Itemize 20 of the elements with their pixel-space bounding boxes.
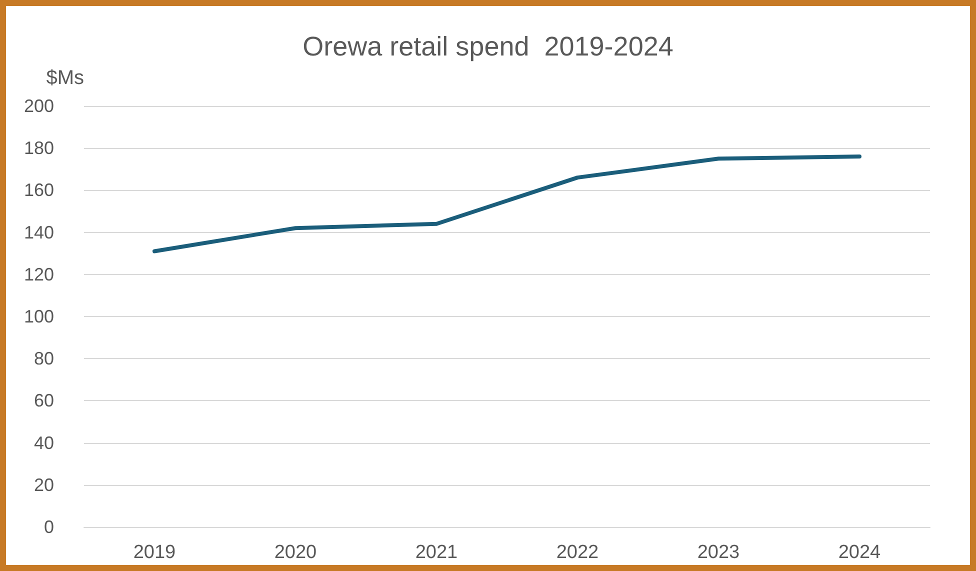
x-tick-label: 2023 [697,542,740,563]
x-tick-label: 2024 [838,542,882,563]
y-axis-title: $Ms [46,67,84,89]
y-tick-label: 200 [24,96,54,116]
y-tick-label: 120 [24,264,54,284]
y-tick-label: 40 [34,432,54,453]
y-tick-label: 20 [34,474,54,495]
y-tick-label: 140 [24,222,54,242]
x-tick-label: 2020 [274,542,317,563]
x-tick-label: 2022 [556,542,599,563]
x-tick-label: 2021 [415,542,458,563]
y-tick-label: 160 [24,180,54,200]
y-tick-label: 80 [34,348,54,369]
x-tick-label: 2019 [133,542,176,563]
y-tick-label: 60 [34,390,54,411]
y-tick-label: 100 [24,306,54,326]
y-tick-label: 180 [24,138,54,158]
chart-title: Orewa retail spend 2019-2024 [302,32,674,62]
y-tick-label: 0 [44,517,54,537]
line-series [152,154,862,254]
